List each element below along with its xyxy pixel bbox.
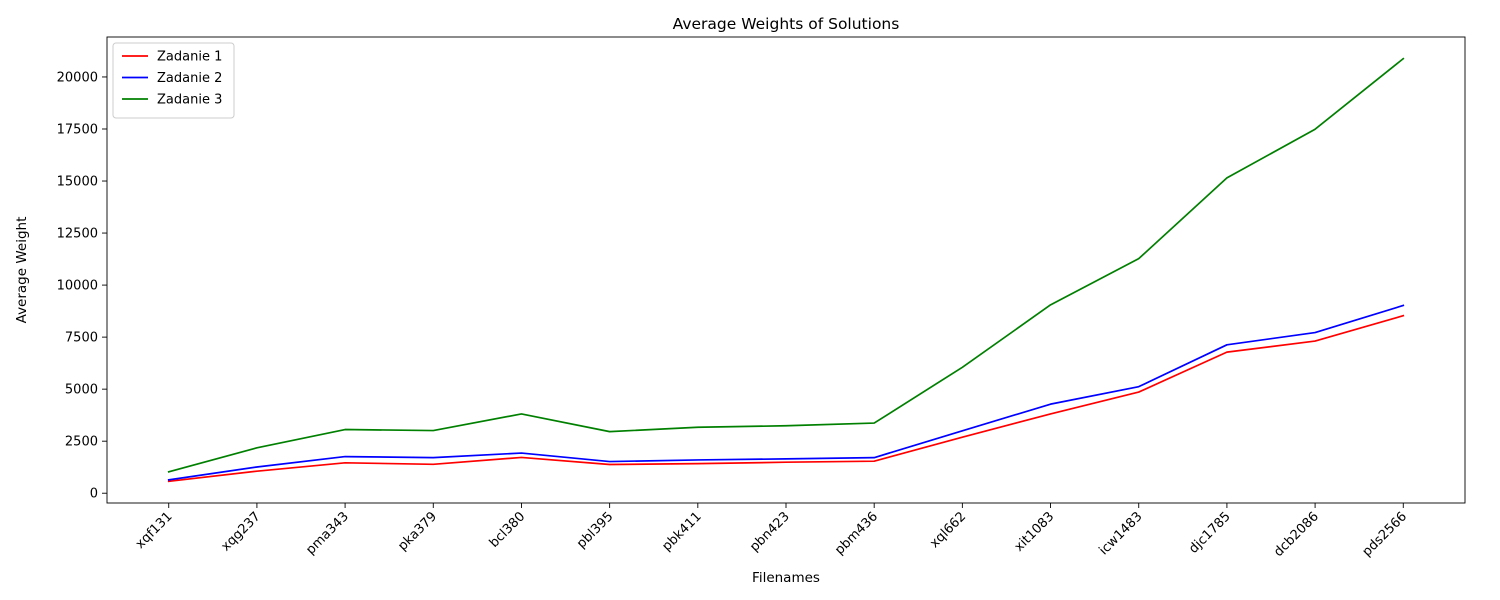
x-axis-label: Filenames	[752, 570, 820, 586]
y-axis-ticks: 0 2500 5000 7500 10000 12500 15000 17500 20000	[57, 70, 107, 502]
legend-entry: Zadanie 1	[157, 50, 222, 65]
y-tick-label: 5000	[65, 383, 98, 398]
legend-entry: Zadanie 2	[157, 71, 222, 86]
y-tick-label: 0	[90, 487, 98, 502]
y-tick-label: 20000	[57, 70, 98, 85]
y-tick-label: 15000	[57, 175, 98, 190]
y-tick-label: 10000	[57, 279, 98, 294]
y-tick-label: 2500	[65, 435, 98, 450]
y-tick-label: 17500	[57, 122, 98, 137]
series-line-zadanie-2	[167, 304, 1405, 481]
plot-frame	[106, 36, 1466, 504]
y-axis-label: Average Weight	[14, 217, 30, 324]
y-tick-label: 12500	[57, 227, 98, 242]
series-line-zadanie-3	[167, 57, 1405, 473]
series-lines	[167, 57, 1405, 483]
legend-entry: Zadanie 3	[157, 93, 222, 108]
legend: Zadanie 1 Zadanie 2 Zadanie 3	[112, 42, 235, 119]
series-line-zadanie-1	[167, 314, 1405, 483]
chart-title: Average Weights of Solutions	[673, 15, 900, 33]
y-tick-label: 7500	[65, 331, 98, 346]
